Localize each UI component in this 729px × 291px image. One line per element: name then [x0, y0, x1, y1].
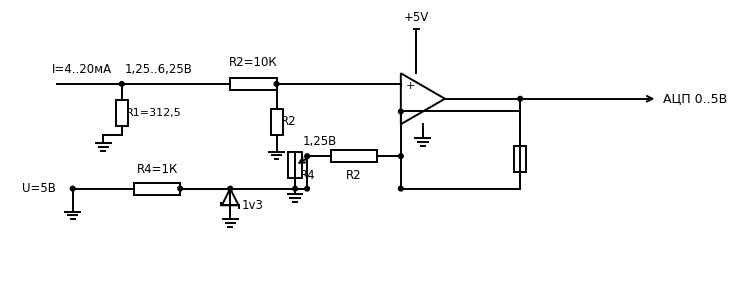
Bar	[230, 78, 276, 90]
Bar	[134, 182, 180, 195]
Text: АЦП 0..5В: АЦП 0..5В	[663, 92, 727, 105]
Text: +: +	[405, 81, 415, 91]
Circle shape	[518, 96, 523, 101]
Text: 1,25В: 1,25В	[303, 135, 337, 148]
Circle shape	[305, 186, 309, 191]
Text: +5V: +5V	[404, 11, 429, 24]
Bar	[288, 152, 303, 178]
Text: R1=312,5: R1=312,5	[125, 108, 182, 118]
Bar	[514, 146, 526, 172]
Text: −: −	[405, 105, 416, 118]
Text: 1v3: 1v3	[241, 199, 263, 212]
Text: R2: R2	[281, 116, 297, 128]
Text: R4: R4	[300, 169, 316, 182]
Circle shape	[178, 186, 182, 191]
Circle shape	[293, 186, 297, 191]
Text: R2=10К: R2=10К	[229, 56, 278, 69]
Circle shape	[120, 81, 124, 86]
Circle shape	[399, 154, 403, 159]
Text: I=4..20мА: I=4..20мА	[52, 63, 112, 76]
Text: U=5В: U=5В	[22, 182, 56, 195]
Bar	[116, 100, 128, 126]
Circle shape	[71, 186, 75, 191]
Bar	[331, 150, 377, 162]
Text: R2: R2	[346, 169, 362, 182]
Text: R4=1К: R4=1К	[136, 163, 178, 176]
Circle shape	[274, 81, 279, 86]
Text: 1,25..6,25В: 1,25..6,25В	[125, 63, 192, 76]
Circle shape	[228, 186, 233, 191]
Circle shape	[305, 154, 309, 159]
Bar	[270, 109, 283, 135]
Circle shape	[399, 186, 403, 191]
Circle shape	[399, 109, 403, 114]
